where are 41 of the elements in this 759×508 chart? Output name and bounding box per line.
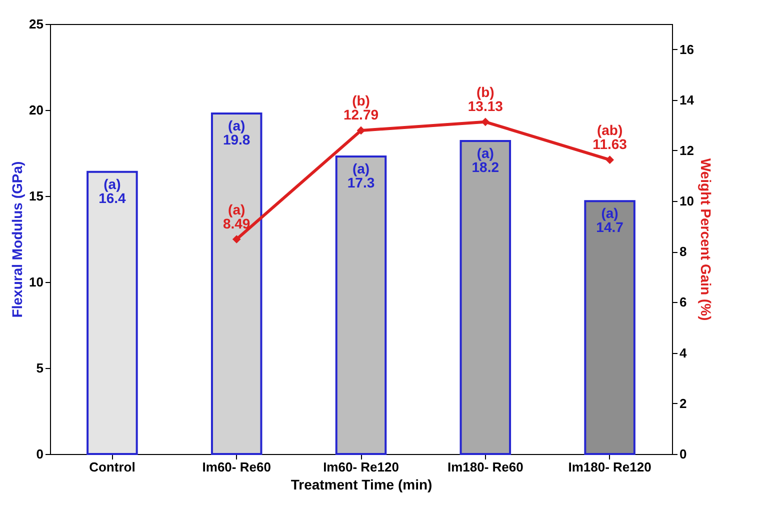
y2-tick-label: 0 [680, 446, 687, 462]
text: (a) 14.7 [596, 205, 624, 236]
y-tick-label: 20 [29, 102, 44, 118]
y2-tick-label: 12 [680, 142, 694, 158]
x-axis-title: Treatment Time (min) [290, 476, 432, 492]
point [606, 156, 614, 164]
x-tick-label: Im60- Re60 [202, 460, 271, 474]
point [481, 118, 490, 126]
point [232, 235, 241, 244]
y2-tick-label: 4 [680, 345, 688, 360]
text: (a) 18.2 [472, 144, 500, 175]
y-tick-label: 15 [29, 188, 44, 204]
y2-tick-label: 6 [680, 294, 687, 310]
text: (b) 12.79 [343, 92, 379, 122]
text: (b) 13.13 [468, 84, 503, 114]
text: (a) 17.3 [347, 160, 375, 190]
y2-axis-title: Weight Percent Gain (%) [698, 158, 714, 321]
y-tick-label: 5 [36, 360, 44, 376]
y2-tick-label: 2 [680, 396, 687, 411]
y-tick-label: 10 [29, 274, 44, 290]
y2-tick-label: 8 [680, 244, 687, 260]
y-axis-title: Flexural Modulus (GPa) [9, 161, 26, 318]
bar [335, 155, 387, 455]
bar [210, 112, 262, 455]
x-tick-label: Control [89, 460, 136, 474]
x-tick-label: Im60- Re120 [323, 460, 399, 474]
bar [584, 200, 636, 455]
y2-tick-label: 16 [680, 42, 694, 57]
y2-tick-label: 14 [680, 92, 695, 108]
bar [460, 140, 512, 455]
text: (a) 8.49 [222, 201, 250, 232]
point [356, 126, 366, 135]
text: (ab) 11.63 [592, 122, 627, 152]
text: (a) 19.8 [222, 117, 250, 148]
text: (a) 16.4 [98, 176, 126, 206]
y-tick-label: 25 [29, 16, 44, 32]
x-tick-label: Im180- Re120 [568, 460, 652, 474]
x-tick-label: Im180- Re60 [447, 460, 524, 474]
bar [86, 170, 138, 455]
y-tick-label: 0 [36, 446, 44, 462]
y2-tick-label: 10 [680, 194, 694, 209]
